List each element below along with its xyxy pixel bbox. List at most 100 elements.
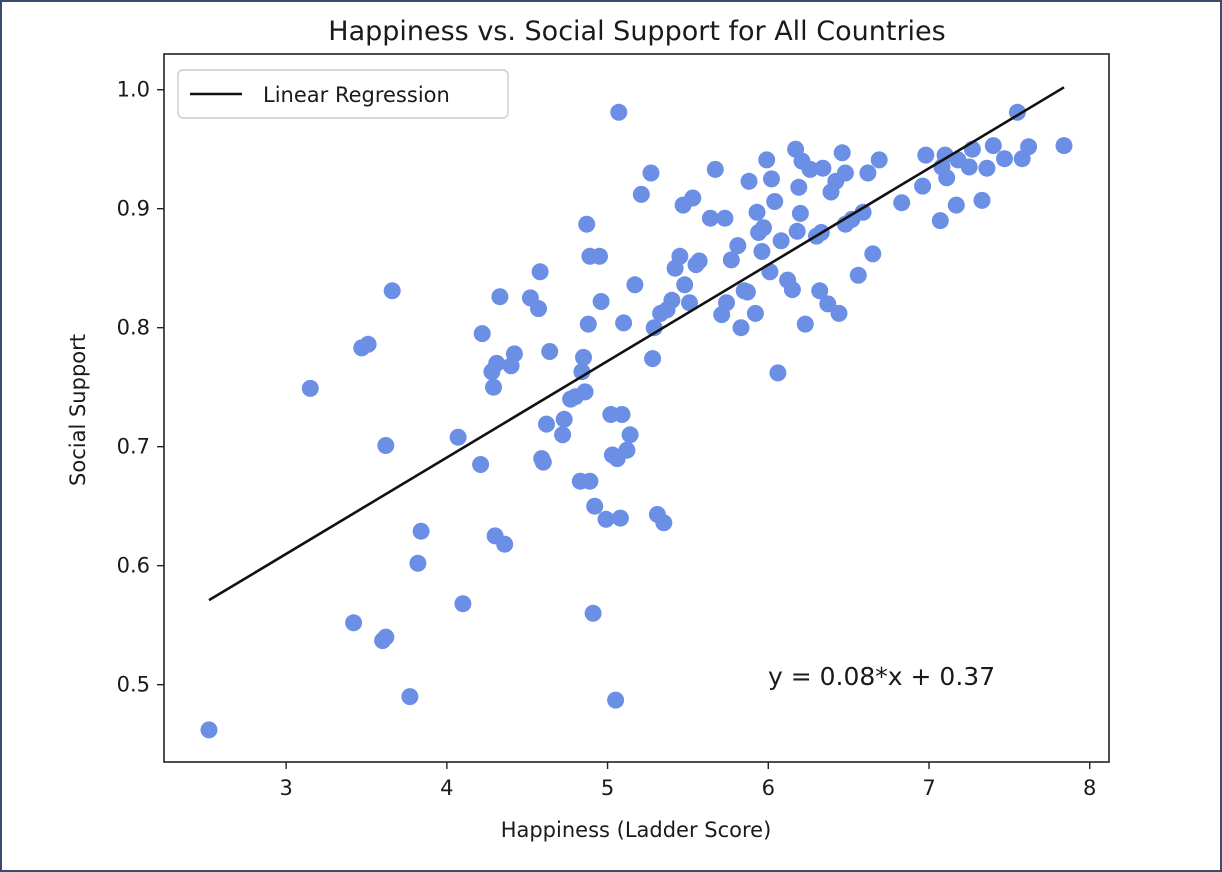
data-point (554, 426, 572, 444)
x-tick-label: 3 (279, 776, 292, 800)
data-point (449, 428, 467, 446)
data-point (783, 281, 801, 299)
data-point (859, 164, 877, 182)
data-point (936, 146, 954, 164)
data-point (738, 283, 756, 301)
data-point (973, 191, 991, 209)
x-axis-ticks: 3 4 5 6 7 8 (279, 762, 1096, 800)
data-point (960, 158, 978, 176)
data-point (555, 410, 573, 428)
data-point (996, 150, 1013, 168)
data-point (870, 151, 888, 169)
data-point (200, 721, 218, 739)
data-point (575, 348, 592, 366)
y-tick-label: 0.9 (117, 197, 150, 221)
data-point (893, 194, 911, 212)
data-point (663, 291, 681, 309)
data-point (597, 510, 615, 528)
data-point (681, 294, 698, 312)
data-point (769, 364, 787, 382)
data-point (984, 137, 1002, 155)
data-point (931, 212, 949, 230)
data-point (586, 497, 604, 515)
data-point (409, 554, 427, 572)
data-point (581, 472, 599, 490)
data-point (701, 209, 719, 227)
data-point (655, 514, 673, 532)
data-point (796, 315, 814, 333)
x-tick-label: 7 (922, 776, 935, 800)
data-point (301, 379, 319, 397)
y-tick-label: 0.8 (117, 316, 150, 340)
data-point (359, 335, 377, 353)
data-point (732, 319, 750, 337)
data-point (505, 345, 523, 363)
data-point (766, 193, 784, 210)
data-point (642, 164, 660, 182)
data-points (200, 103, 1073, 739)
data-point (833, 144, 851, 162)
data-point (345, 614, 363, 632)
data-point (538, 415, 555, 433)
data-point (854, 203, 872, 221)
data-point (706, 160, 724, 178)
data-point (746, 304, 764, 322)
y-tick-label: 1.0 (117, 78, 150, 102)
data-point (748, 203, 766, 221)
legend: Linear Regression (177, 69, 509, 119)
data-point (644, 350, 662, 368)
data-point (740, 172, 758, 190)
data-point (763, 170, 780, 188)
regression-line (208, 86, 1065, 602)
x-tick-label: 4 (440, 776, 453, 800)
data-point (615, 314, 633, 332)
data-point (591, 247, 608, 265)
data-point (755, 219, 772, 237)
data-point (383, 282, 401, 300)
data-point (578, 215, 596, 233)
data-point (626, 276, 644, 294)
data-point (1055, 137, 1073, 155)
data-point (496, 535, 514, 553)
data-point (541, 343, 559, 360)
regression-equation: y = 0.08*x + 0.37 (768, 662, 995, 691)
data-point (690, 252, 708, 270)
data-point (758, 151, 776, 169)
data-point (377, 628, 395, 646)
data-point (377, 437, 395, 454)
data-point (401, 688, 419, 706)
data-point (938, 169, 956, 187)
data-point (791, 204, 809, 222)
data-point (788, 222, 806, 240)
data-point (473, 325, 491, 343)
data-point (485, 378, 502, 396)
data-point (531, 263, 549, 281)
y-axis-label: Social Support (66, 334, 90, 486)
data-point (412, 522, 430, 540)
data-point (801, 160, 819, 178)
data-point (819, 295, 837, 313)
data-point (917, 146, 935, 164)
data-point (722, 251, 740, 269)
data-point (790, 178, 808, 196)
data-point (621, 426, 639, 444)
legend-label: Linear Regression (263, 83, 450, 107)
y-tick-label: 0.7 (117, 435, 150, 459)
chart-title: Happiness vs. Social Support for All Cou… (328, 16, 945, 47)
plot-area (163, 53, 1110, 763)
data-point (772, 232, 790, 250)
x-axis-label: Happiness (Ladder Score) (501, 818, 772, 842)
data-point (814, 159, 832, 177)
data-point (607, 691, 625, 709)
data-point (472, 456, 490, 473)
data-point (530, 300, 547, 318)
data-point (573, 363, 591, 381)
data-point (864, 245, 882, 263)
data-point (718, 294, 735, 312)
data-point (488, 354, 506, 372)
data-point (676, 276, 694, 294)
y-axis-ticks: 0.5 0.6 0.7 0.8 0.9 1.0 (117, 78, 164, 697)
legend-box (177, 69, 509, 119)
data-point (592, 293, 610, 310)
